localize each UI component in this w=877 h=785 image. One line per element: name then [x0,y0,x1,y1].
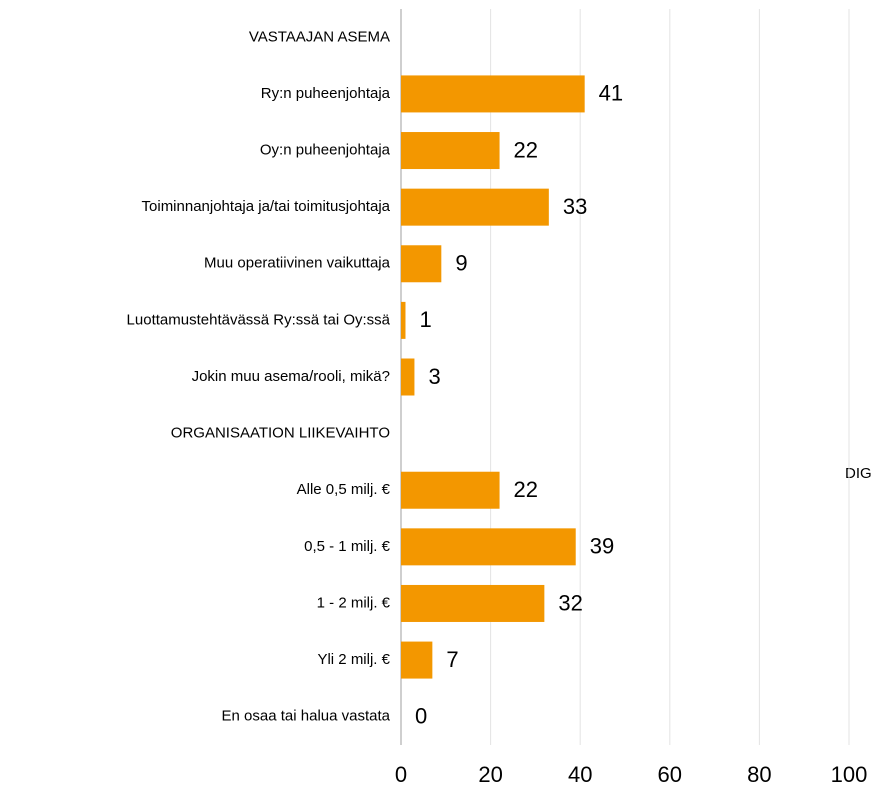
y-tick-label: Toiminnanjohtaja ja/tai toimitusjohtaja [142,198,391,215]
x-tick-label: 40 [568,762,592,785]
x-tick-label: 20 [478,762,502,785]
y-tick-label: Oy:n puheenjohtaja [260,142,391,159]
x-tick-label: 60 [658,762,682,785]
value-label: 1 [419,307,431,332]
y-tick-label: Ry:n puheenjohtaja [261,85,391,102]
bar [401,75,585,113]
x-tick-label: 80 [747,762,771,785]
annotation: DIG [845,465,872,482]
value-label: 22 [514,137,538,162]
y-tick-label: Luottamustehtävässä Ry:ssä tai Oy:ssä [127,311,391,328]
value-label: 41 [599,81,623,106]
bar [401,245,442,283]
bar [401,188,549,226]
y-tick-label: 0,5 - 1 milj. € [304,538,391,555]
value-label: 3 [428,364,440,389]
value-label: 22 [514,477,538,502]
bar [401,528,576,566]
y-tick-label: Alle 0,5 milj. € [297,481,391,498]
y-tick-label: Muu operatiivinen vaikuttaja [204,255,391,272]
y-tick-label: VASTAAJAN ASEMA [249,28,390,45]
value-label: 39 [590,534,614,559]
bar [401,132,500,170]
y-tick-label: ORGANISAATION LIIKEVAIHTO [171,425,390,442]
bar [401,471,500,509]
bar [401,584,545,622]
value-label: 7 [446,647,458,672]
value-label: 9 [455,251,467,276]
y-tick-label: Yli 2 milj. € [317,651,390,668]
bar [401,301,406,339]
value-label: 0 [415,704,427,729]
x-tick-label: 100 [831,762,868,785]
x-tick-label: 0 [395,762,407,785]
value-label: 33 [563,194,587,219]
y-tick-label: 1 - 2 milj. € [317,594,391,611]
bar [401,358,415,396]
bar [401,641,433,679]
value-label: 32 [558,590,582,615]
y-tick-label: Jokin muu asema/rooli, mikä? [192,368,390,385]
y-tick-label: En osaa tai halua vastata [222,708,391,725]
